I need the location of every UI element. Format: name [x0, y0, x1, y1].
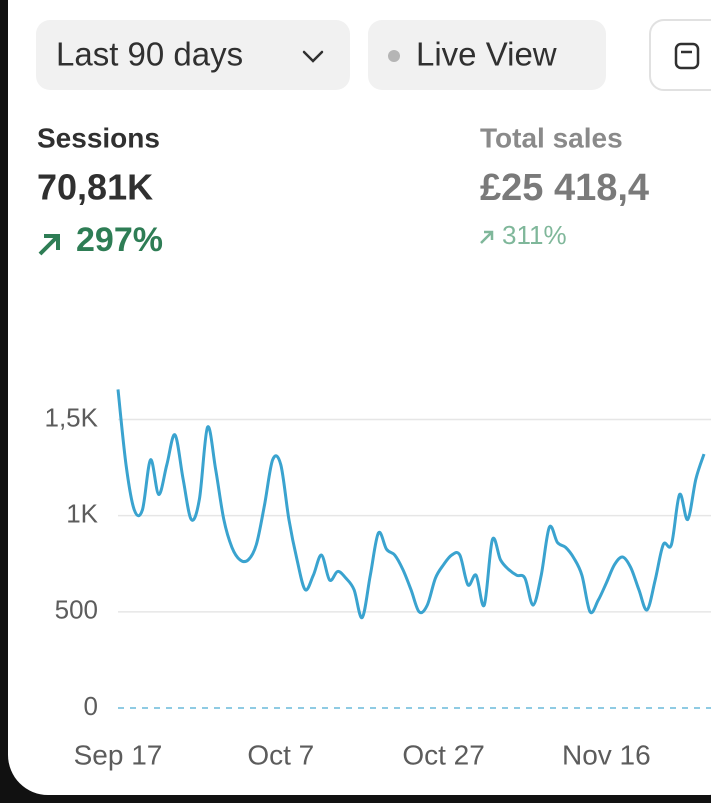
- y-tick-label: 1K: [66, 499, 98, 529]
- metric-label: Total sales: [480, 122, 623, 153]
- metric-change: 311%: [502, 220, 567, 250]
- metric-value: 70,81K: [37, 167, 153, 208]
- button-bg: [36, 20, 350, 90]
- x-tick-label: Nov 16: [562, 739, 651, 770]
- button-label: Last 90 days: [56, 36, 243, 73]
- button-bg: [368, 20, 606, 90]
- sessions-chart: 0 500 1K 1,5K Sep 17 Oct 7 Oct 27 Nov 16: [45, 389, 711, 770]
- metric-label: Sessions: [37, 122, 160, 153]
- report-icon: [674, 42, 700, 70]
- chevron-icon: [302, 50, 324, 63]
- status-dot: [388, 50, 400, 62]
- metric-change: 297%: [76, 221, 163, 259]
- y-tick-label: 0: [84, 691, 98, 721]
- live-view-button[interactable]: Live View: [368, 20, 606, 90]
- metric-value: £25 418,4: [480, 167, 649, 209]
- report-button[interactable]: [649, 19, 711, 91]
- x-tick-label: Oct 7: [247, 739, 314, 770]
- card: [8, 0, 711, 795]
- trend-up-icon: [480, 230, 494, 244]
- x-tick-label: Oct 27: [402, 739, 484, 770]
- button-label: Live View: [416, 36, 557, 73]
- x-tick-label: Sep 17: [74, 739, 163, 770]
- button-bg: [649, 19, 711, 91]
- y-tick-label: 500: [55, 595, 98, 625]
- sessions-line: [116, 389, 706, 620]
- date-range-button[interactable]: Last 90 days: [36, 20, 350, 90]
- trend-up-icon: [38, 234, 60, 256]
- y-tick-label: 1,5K: [45, 402, 99, 432]
